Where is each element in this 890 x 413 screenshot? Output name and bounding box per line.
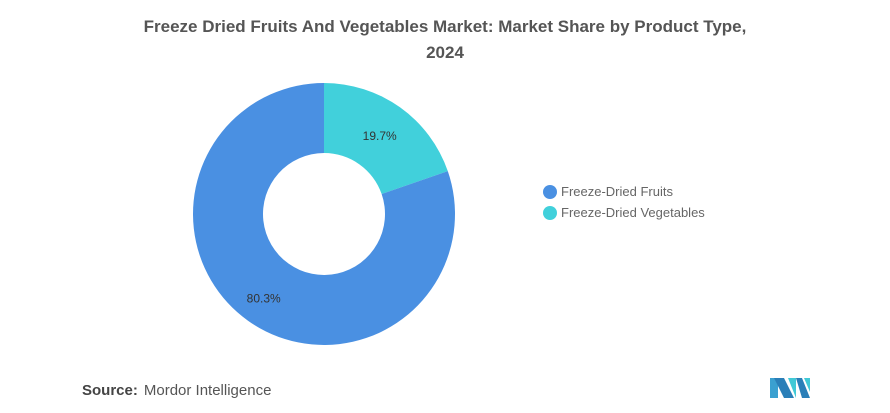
data-label: 80.3% <box>247 292 281 306</box>
legend-swatch-fruits <box>543 184 557 199</box>
legend-item-fruits: Freeze-Dried Fruits <box>543 181 705 202</box>
legend-label: Freeze-Dried Fruits <box>561 184 673 199</box>
chart-title: Freeze Dried Fruits And Vegetables Marke… <box>0 14 890 66</box>
slice-freeze-dried-vegetables <box>324 83 448 195</box>
legend-swatch-vegetables <box>543 205 557 220</box>
source-note: Source: Mordor Intelligence <box>82 382 271 399</box>
data-label: 19.7% <box>363 129 397 143</box>
title-line-1: Freeze Dried Fruits And Vegetables Marke… <box>143 17 747 36</box>
source-label: Source: <box>82 382 138 399</box>
legend-item-vegetables: Freeze-Dried Vegetables <box>543 202 705 223</box>
source-value: Mordor Intelligence <box>143 382 272 399</box>
mordor-logo-icon <box>770 378 810 398</box>
legend-label: Freeze-Dried Vegetables <box>561 205 705 220</box>
slice-freeze-dried-fruits <box>192 83 455 346</box>
legend: Freeze-Dried Fruits Freeze-Dried Vegetab… <box>543 181 705 223</box>
title-line-2: 2024 <box>426 43 464 62</box>
